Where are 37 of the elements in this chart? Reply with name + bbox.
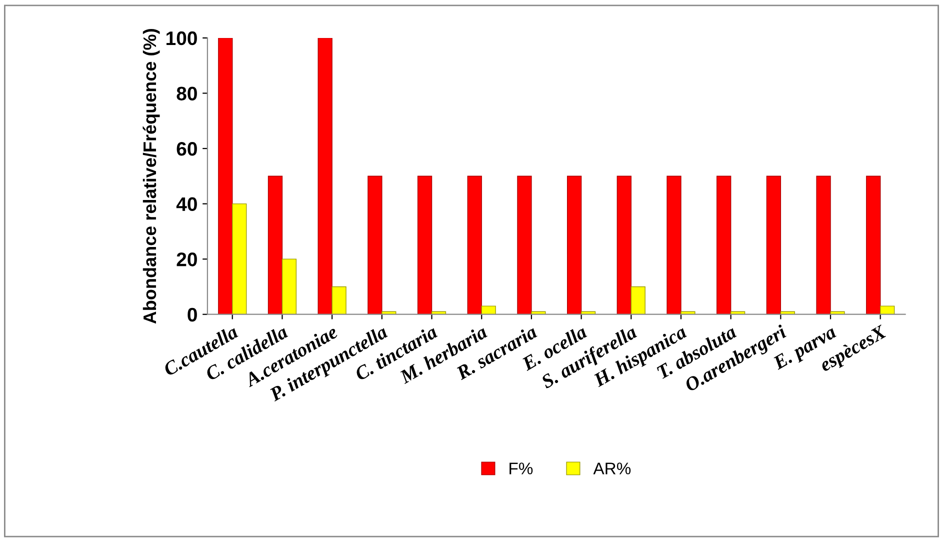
bar xyxy=(332,286,346,314)
bar xyxy=(368,176,382,314)
bar xyxy=(382,311,396,314)
bar xyxy=(566,176,582,314)
bar xyxy=(780,311,795,314)
legend-label: F% xyxy=(510,462,533,474)
bar xyxy=(531,311,546,314)
bar xyxy=(766,176,782,314)
bar xyxy=(716,176,732,314)
bar xyxy=(816,176,831,314)
bar xyxy=(467,176,482,314)
bar xyxy=(417,176,432,314)
y-tick-label: 0 xyxy=(188,308,197,322)
bar xyxy=(666,176,682,314)
bar xyxy=(866,176,881,314)
bar xyxy=(680,311,696,314)
y-tick-label: 40 xyxy=(176,197,197,212)
bar xyxy=(830,311,845,314)
y-tick-label: 100 xyxy=(166,31,197,46)
bar xyxy=(431,311,446,314)
y-tick-label: 20 xyxy=(176,252,197,266)
bar xyxy=(282,258,297,314)
bar xyxy=(318,38,332,314)
bar xyxy=(730,311,746,314)
bar xyxy=(616,176,632,314)
bar xyxy=(218,38,233,314)
bar xyxy=(232,203,247,314)
y-tick-label: 60 xyxy=(176,142,197,156)
bar xyxy=(630,286,646,314)
bar xyxy=(481,306,496,314)
legend-label: AR% xyxy=(593,462,631,474)
y-axis-title: Abondance relative/Fréquence (%) xyxy=(142,29,160,324)
bar xyxy=(580,311,596,314)
bar xyxy=(517,176,532,314)
y-tick-label: 80 xyxy=(176,86,197,100)
bar xyxy=(880,306,895,314)
bar xyxy=(268,176,283,314)
